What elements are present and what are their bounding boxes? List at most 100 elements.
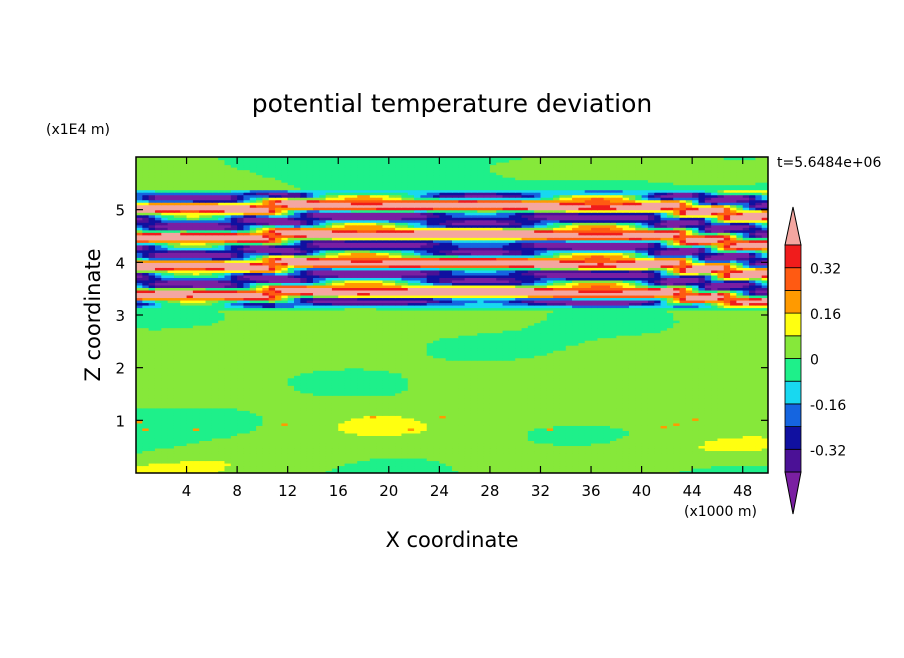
field-cell <box>414 355 421 359</box>
field-cell <box>218 425 226 429</box>
field-cell <box>420 347 428 351</box>
field-cell <box>407 355 415 359</box>
field-cell <box>142 362 150 366</box>
field-cell <box>578 417 586 421</box>
field-cell <box>148 420 156 424</box>
field-cell <box>433 400 440 404</box>
field-cell <box>306 350 314 354</box>
field-cell <box>376 442 384 447</box>
field-cell <box>357 430 365 434</box>
field-cell <box>616 450 624 454</box>
field-cell <box>628 455 636 459</box>
field-cell <box>325 450 333 454</box>
field-cell <box>698 425 706 429</box>
field-cell <box>470 347 478 351</box>
field-cell <box>742 365 750 369</box>
field-cell <box>148 407 156 411</box>
field-cell <box>218 372 226 376</box>
field-cell <box>287 387 295 391</box>
field-cell <box>439 367 447 371</box>
field-cell <box>698 432 706 436</box>
field-cell <box>211 370 219 374</box>
field-cell <box>559 470 567 473</box>
field-cell <box>268 415 276 419</box>
field-cell <box>338 425 346 429</box>
field-cell <box>730 405 737 409</box>
field-cell <box>224 410 232 414</box>
field-cell <box>357 370 365 374</box>
field-cell <box>591 360 598 364</box>
field-cell <box>249 455 257 459</box>
field-cell <box>275 465 282 469</box>
field-cell <box>597 445 605 449</box>
field-cell <box>211 407 219 411</box>
field-cell <box>350 462 358 467</box>
field-cell <box>395 392 403 396</box>
field-cell <box>755 462 763 467</box>
field-cell <box>527 382 535 386</box>
field-cell <box>622 347 630 351</box>
field-cell <box>275 460 282 464</box>
field-cell <box>711 380 719 384</box>
field-cell <box>641 392 649 396</box>
field-cell <box>622 385 630 389</box>
field-cell <box>502 427 510 431</box>
field-cell <box>142 382 150 386</box>
field-cell <box>654 365 662 369</box>
field-cell <box>350 407 358 411</box>
field-cell <box>237 412 245 416</box>
field-cell <box>180 380 188 384</box>
field-cell <box>521 420 529 424</box>
field-cell <box>458 397 466 401</box>
field-cell <box>565 375 573 379</box>
field-cell <box>369 450 377 454</box>
field-cell <box>167 432 175 436</box>
field-cell <box>489 395 497 399</box>
field-cell <box>730 450 737 454</box>
field-cell <box>363 420 371 424</box>
field-cell <box>199 402 207 406</box>
field-cell <box>502 372 510 376</box>
field-cell <box>502 347 510 351</box>
field-cell <box>199 462 207 467</box>
field-cell <box>338 357 346 361</box>
field-cell <box>698 405 706 409</box>
field-cell <box>635 380 643 384</box>
field-cell <box>420 352 428 356</box>
field-cell <box>591 430 598 434</box>
field-cell <box>287 440 295 444</box>
field-cell <box>306 402 314 406</box>
field-cell <box>628 412 636 416</box>
field-cell <box>433 427 440 431</box>
field-cell <box>173 350 181 354</box>
field-cell <box>445 355 453 359</box>
field-cell <box>723 447 731 452</box>
field-cell <box>641 465 649 469</box>
field-cell <box>357 415 365 419</box>
field-cell <box>275 392 282 396</box>
field-cell <box>331 360 339 364</box>
field-cell <box>508 357 516 361</box>
field-cell <box>136 457 143 462</box>
field-cell <box>515 362 523 366</box>
field-cell <box>237 462 245 467</box>
field-cell <box>376 407 384 411</box>
field-cell <box>287 435 295 439</box>
field-cell <box>540 415 548 419</box>
field-cell <box>628 405 636 409</box>
field-cell <box>218 410 226 414</box>
field-cell <box>275 400 282 404</box>
field-cell <box>439 372 447 376</box>
field-cell <box>218 382 226 386</box>
field-cell <box>388 352 396 356</box>
field-cell <box>186 452 194 457</box>
field-cell <box>230 350 238 354</box>
field-cell <box>407 412 415 416</box>
field-cell <box>622 447 630 452</box>
field-cell <box>584 357 592 361</box>
field-cell <box>534 410 542 414</box>
field-cell <box>142 372 150 376</box>
field-cell <box>591 462 598 467</box>
field-cell <box>136 402 143 406</box>
field-cell <box>407 417 415 421</box>
